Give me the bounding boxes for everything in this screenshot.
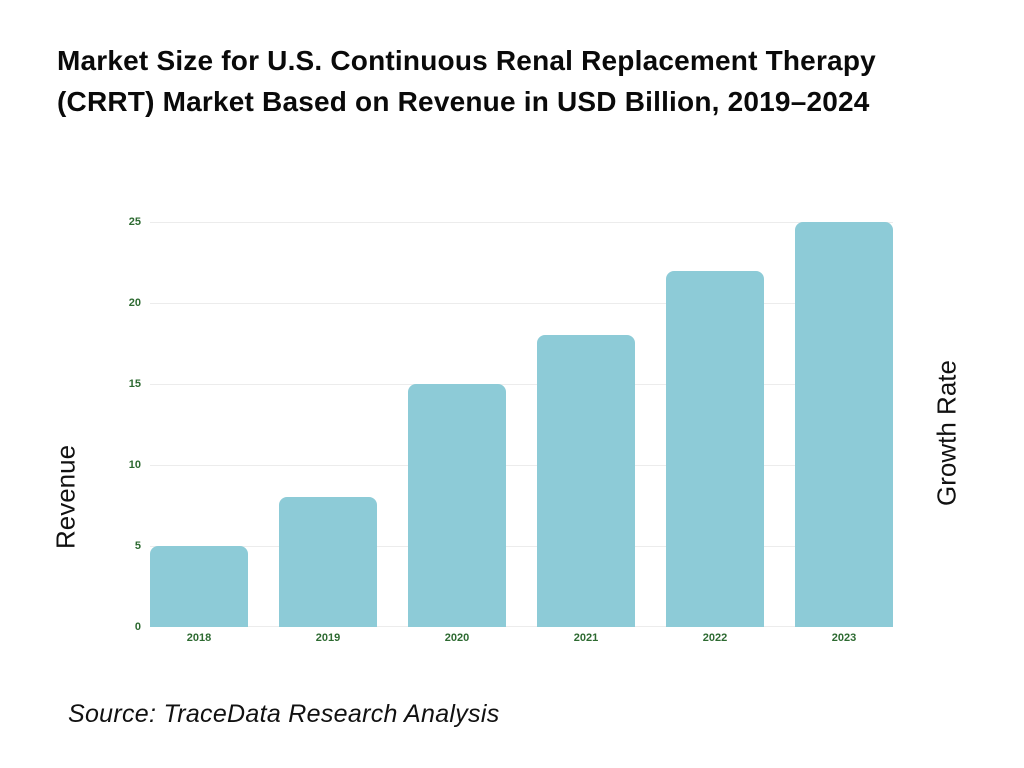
y-tick-15: 15 xyxy=(128,378,141,390)
bar-2023 xyxy=(795,222,893,627)
y-tick-10: 10 xyxy=(128,459,141,471)
bar-2021 xyxy=(537,335,635,627)
x-tick-2020: 2020 xyxy=(444,632,470,644)
source-text: Source: TraceData Research Analysis xyxy=(68,700,500,728)
gridline-25 xyxy=(150,222,893,223)
x-tick-2021: 2021 xyxy=(573,632,599,644)
chart-title: Market Size for U.S. Continuous Renal Re… xyxy=(57,40,987,122)
bar-2022 xyxy=(666,270,764,627)
chart-title-line-2: (CRRT) Market Based on Revenue in USD Bi… xyxy=(57,86,870,117)
plot-area: 0 5 10 15 20 25 2018 2019 2020 2021 2022 2023 xyxy=(129,216,893,644)
y-tick-0: 0 xyxy=(134,621,141,633)
gridline-5 xyxy=(150,546,893,547)
y-tick-25: 25 xyxy=(128,216,141,228)
x-tick-2019: 2019 xyxy=(315,632,341,644)
x-tick-2018: 2018 xyxy=(186,632,212,644)
bar-2018 xyxy=(150,546,248,627)
bar-2019 xyxy=(279,497,377,627)
x-tick-2022: 2022 xyxy=(702,632,728,644)
gridline-20 xyxy=(150,303,893,304)
y-tick-5: 5 xyxy=(134,540,141,552)
bar-2020 xyxy=(408,384,506,627)
y-axis-label-revenue: Revenue xyxy=(50,444,81,550)
y-tick-20: 20 xyxy=(128,297,141,309)
gridline-15 xyxy=(150,384,893,385)
y-axis-label-growth-rate: Growth Rate xyxy=(931,360,962,506)
gridline-10 xyxy=(150,465,893,466)
chart-title-line-1: Market Size for U.S. Continuous Renal Re… xyxy=(57,45,876,76)
gridline-0 xyxy=(150,626,893,627)
x-tick-2023: 2023 xyxy=(831,632,857,644)
